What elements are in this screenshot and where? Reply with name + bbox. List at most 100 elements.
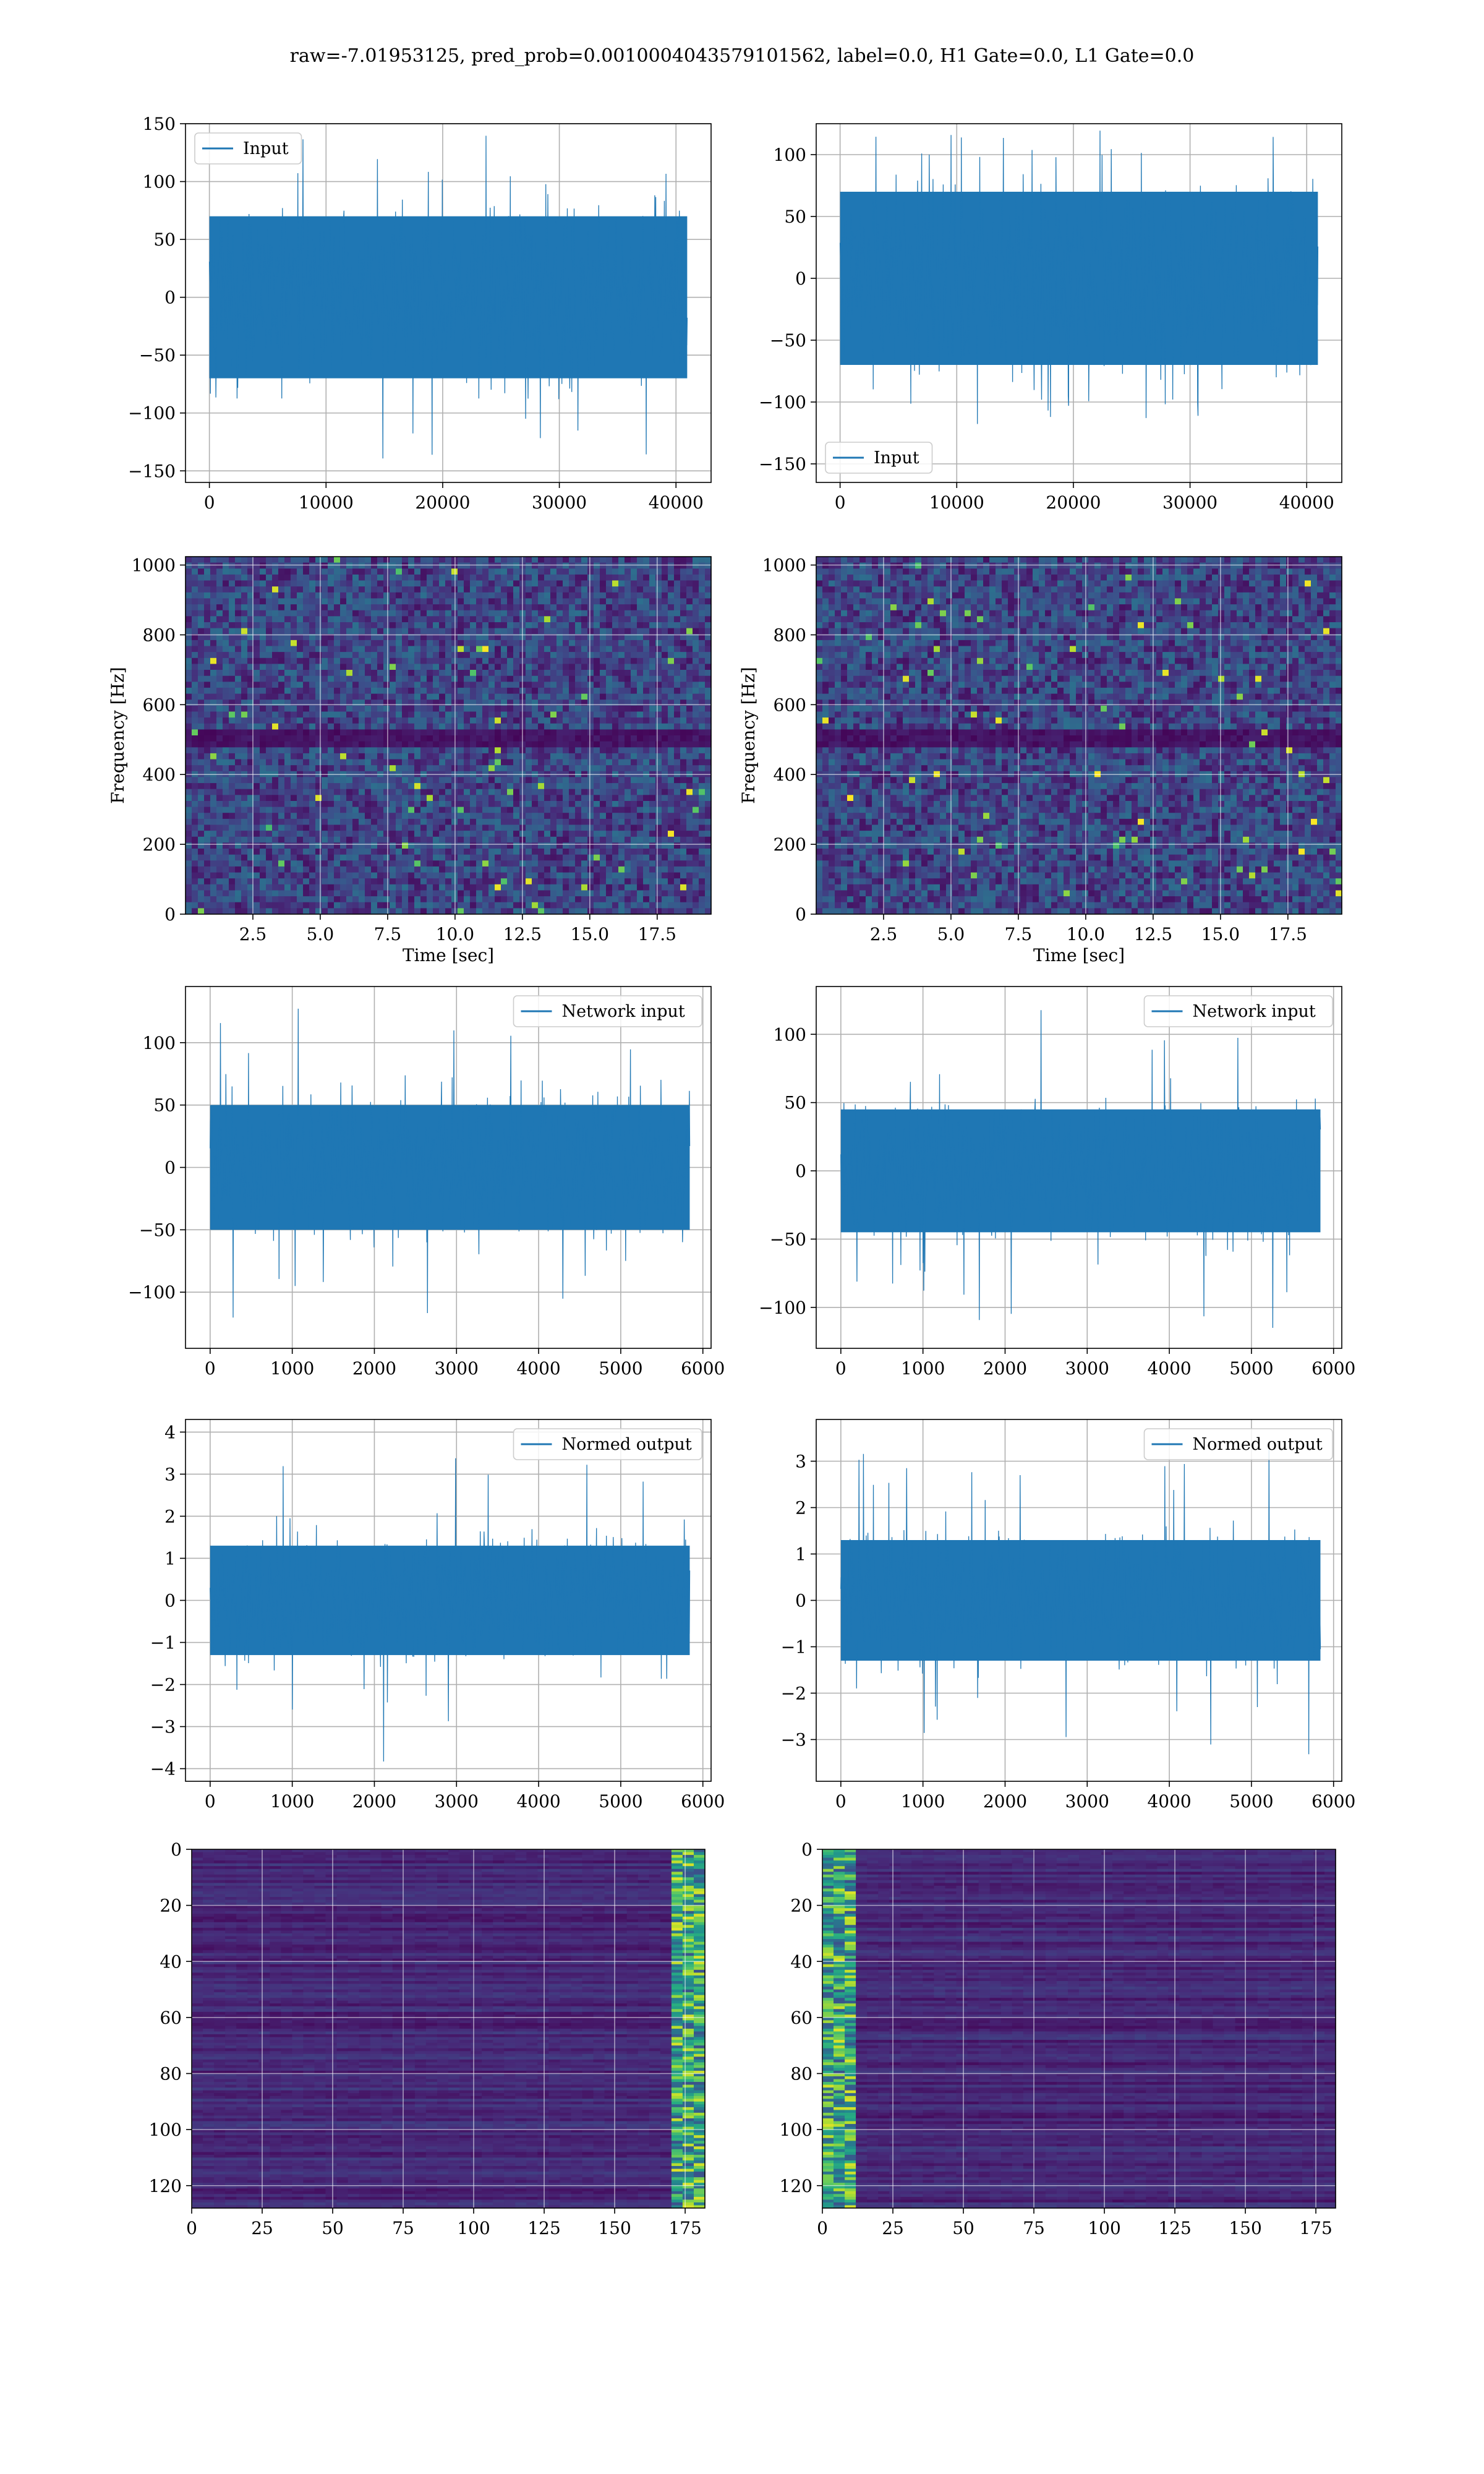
heatmap-cell: [204, 783, 211, 789]
heatmap-cell: [210, 557, 217, 563]
heatmap-cell: [414, 676, 421, 682]
heatmap-cell: [550, 688, 557, 694]
heatmap-cell: [507, 593, 514, 599]
heatmap-cell: [501, 694, 508, 700]
heatmap-cell: [229, 676, 236, 682]
heatmap-cell: [445, 789, 452, 795]
heatmap-cell: [198, 717, 205, 724]
heatmap-cell: [414, 610, 421, 617]
heatmap-cell: [365, 658, 372, 664]
heatmap-cell: [284, 819, 291, 825]
heatmap-cell: [254, 777, 260, 783]
heatmap-cell: [284, 610, 291, 617]
heatmap-cell: [303, 616, 310, 622]
heatmap-cell: [581, 670, 588, 676]
heatmap-cell: [427, 825, 433, 831]
heatmap-cell: [352, 706, 359, 712]
heatmap-cell: [235, 575, 242, 581]
heatmap-cell: [488, 795, 495, 801]
heatmap-cell: [377, 712, 384, 718]
heatmap-cell: [488, 652, 495, 658]
heatmap-cell: [340, 873, 347, 879]
heatmap-cell: [204, 760, 211, 766]
heatmap-cell: [297, 575, 304, 581]
heatmap-cell: [662, 753, 668, 760]
heatmap-cell: [352, 896, 359, 902]
panel-input-right: 0 10000 20000 30000 40000−150−100−50050100In…: [759, 124, 1342, 513]
heatmap-cell: [612, 646, 619, 653]
heatmap-cell: [649, 729, 656, 735]
heatmap-cell: [371, 831, 378, 837]
heatmap-cell: [507, 640, 514, 646]
heatmap-cell: [371, 795, 378, 801]
heatmap-cell: [458, 813, 464, 819]
heatmap-cell: [340, 557, 347, 563]
heatmap-cell: [278, 831, 285, 837]
heatmap-cell: [297, 658, 304, 664]
heatmap-cell: [625, 712, 631, 718]
heatmap-cell: [284, 557, 291, 563]
heatmap-cell: [526, 706, 532, 712]
heatmap-cell: [433, 896, 440, 902]
heatmap-cell: [563, 801, 569, 807]
heatmap-cell: [550, 563, 557, 569]
heatmap-cell: [662, 724, 668, 730]
heatmap-cell: [563, 807, 569, 813]
heatmap-cell: [606, 604, 613, 610]
heatmap-cell: [260, 819, 267, 825]
heatmap-cell: [439, 586, 446, 593]
heatmap-cell: [192, 873, 198, 879]
heatmap-cell: [235, 652, 242, 658]
heatmap-cell: [507, 581, 514, 587]
heatmap-cell: [192, 652, 198, 658]
heatmap-cell: [458, 735, 464, 742]
heatmap-cell: [390, 831, 396, 837]
heatmap-cell: [402, 598, 409, 604]
heatmap-cell: [587, 891, 594, 897]
heatmap-cell: [266, 682, 273, 688]
heatmap-cell: [396, 855, 403, 861]
heatmap-cell: [538, 878, 545, 884]
heatmap-cell: [223, 622, 229, 628]
heatmap-cell: [501, 717, 508, 724]
heatmap-cell: [223, 807, 229, 813]
heatmap-cell: [371, 676, 378, 682]
heatmap-cell: [600, 586, 607, 593]
heatmap-cell: [668, 717, 675, 724]
heatmap-cell: [359, 831, 365, 837]
heatmap-cell: [315, 586, 322, 593]
heatmap-cell: [241, 783, 248, 789]
y-tick-label-4: 50: [784, 207, 806, 227]
heatmap-cell: [501, 610, 508, 617]
heatmap-cell: [291, 747, 297, 753]
heatmap-cell: [581, 837, 588, 843]
heatmap-cell: [507, 557, 514, 563]
heatmap-cell: [402, 581, 409, 587]
heatmap-cell: [482, 873, 489, 879]
heatmap-cell: [544, 682, 551, 688]
heatmap-cell: [643, 807, 650, 813]
heatmap-cell: [328, 747, 335, 753]
heatmap-cell: [495, 604, 501, 610]
heatmap-cell: [278, 884, 285, 891]
heatmap-cell: [210, 694, 217, 700]
heatmap-cell: [631, 598, 638, 604]
heatmap-cell: [594, 842, 600, 849]
heatmap-cell: [606, 801, 613, 807]
heatmap-cell: [315, 557, 322, 563]
heatmap-cell: [668, 837, 675, 843]
heatmap-cell: [408, 878, 415, 884]
heatmap-cell: [445, 819, 452, 825]
heatmap-cell: [210, 878, 217, 884]
heatmap-cell: [507, 842, 514, 849]
heatmap-cell: [612, 765, 619, 771]
heatmap-cell: [464, 688, 471, 694]
heatmap-cell: [495, 735, 501, 742]
heatmap-cell: [594, 658, 600, 664]
heatmap-cell: [198, 795, 205, 801]
heatmap-cell: [612, 819, 619, 825]
heatmap-cell: [254, 807, 260, 813]
heatmap-cell: [495, 878, 501, 884]
heatmap-cell: [266, 873, 273, 879]
heatmap-cell: [662, 610, 668, 617]
